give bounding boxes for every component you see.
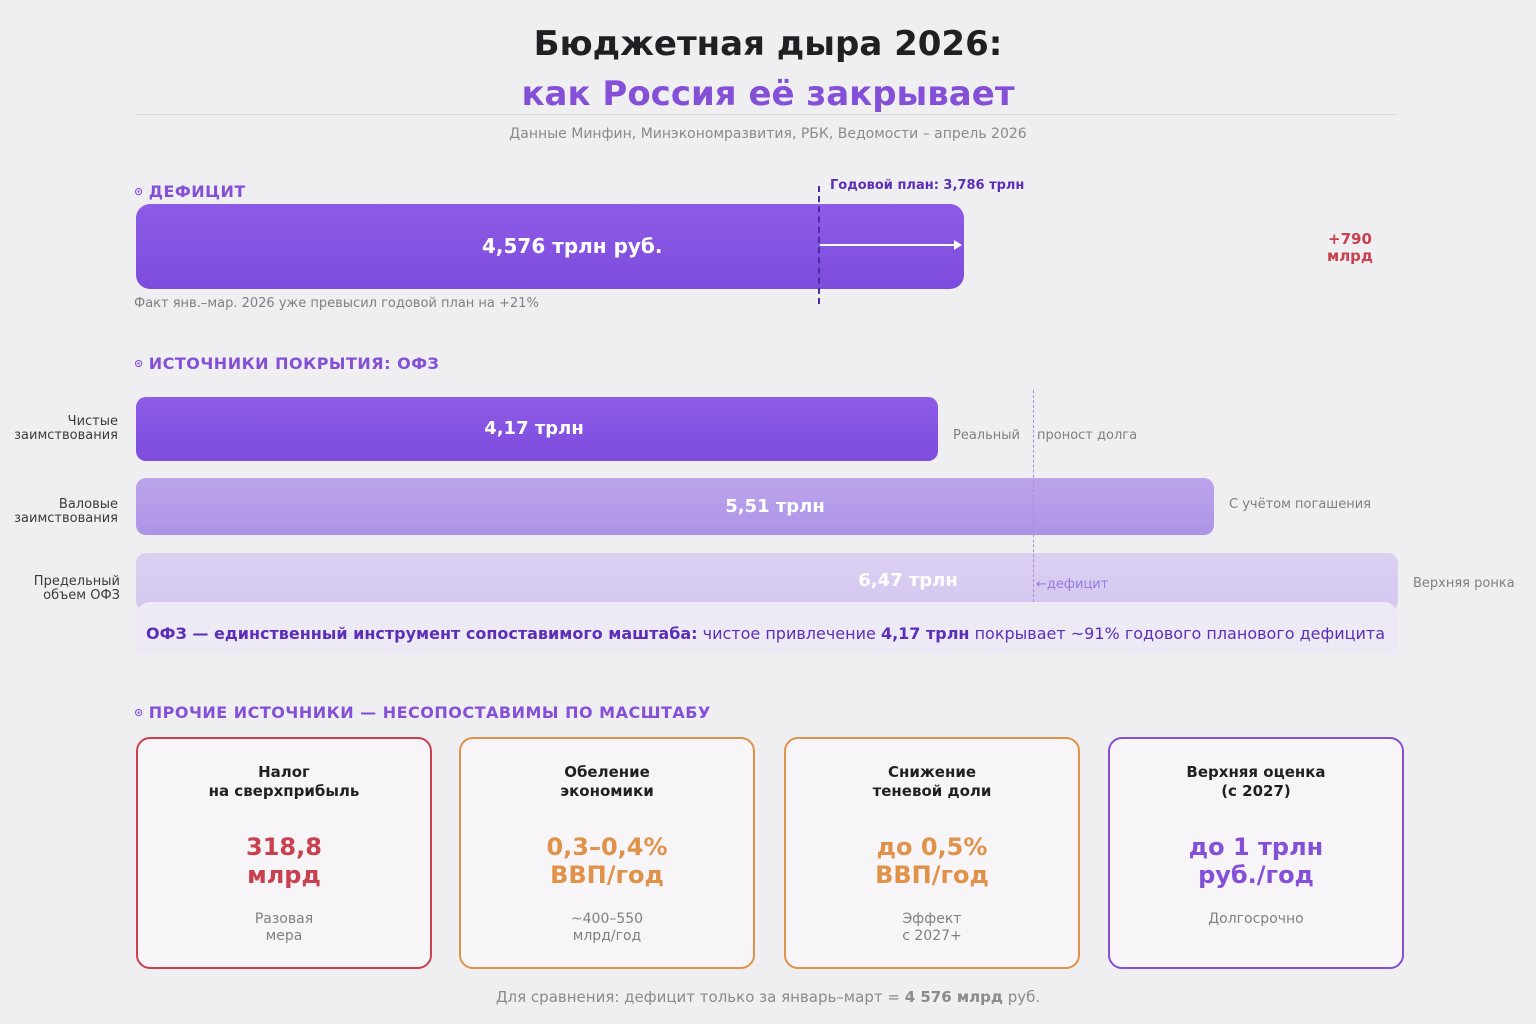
deficit-note: Факт янв.–мар. 2026 уже превысил годовой… (134, 296, 539, 311)
card-upper-estimate: Верхняя оценка (с 2027) до 1 трлн руб./г… (1108, 737, 1404, 969)
overrun-unit: млрд (1326, 247, 1374, 265)
ofz-callout-box (136, 602, 1398, 654)
overrun-value: +790 (1328, 230, 1372, 248)
deficit-value: 4,576 трлн руб. (482, 234, 663, 258)
plan-label: Годовой план: 3,786 трлн (830, 178, 1025, 193)
row-label-line: заимствования (14, 511, 118, 526)
callout-text-end: покрывает ~91% годового планового дефици… (969, 624, 1385, 643)
right-arrow-icon (820, 240, 962, 250)
section-title-deficit: ⊙ ДЕФИЦИТ (134, 182, 246, 201)
footer-note: Для сравнения: дефицит только за январь–… (0, 988, 1536, 1006)
header-divider (136, 114, 1398, 115)
row-label-line: объем ОФЗ (43, 588, 120, 603)
section-title-text: ДЕФИЦИТ (148, 182, 246, 201)
circle-arrow-icon: ⊙ (134, 185, 144, 198)
card-note: Эффект с 2027+ (902, 911, 962, 944)
ofz-callout: ОФЗ — единственный инструмент сопоставим… (146, 624, 1385, 643)
row-label-net: Чистые заимствования (0, 415, 118, 443)
bar-net-borrowing (136, 397, 938, 461)
deficit-marker-line (1033, 390, 1034, 612)
page-subtitle: как Россия её закрывает (521, 74, 1015, 114)
row-label-line: Предельный (33, 574, 120, 589)
row-label-line: заимствования (14, 428, 118, 443)
section-title-others: ⊙ ПРОЧИЕ ИСТОЧНИКИ — НЕСОПОСТАВИМЫ ПО МА… (134, 703, 711, 722)
row-label-line: Валовые (58, 497, 118, 512)
card-title: Снижение теневой доли (872, 763, 992, 800)
deficit-bar (136, 204, 964, 289)
section-title-text: ИСТОЧНИКИ ПОКРЫТИЯ: ОФЗ (148, 354, 440, 373)
row-label-line: Чистые (67, 414, 118, 429)
bar-gross-side-label: С учётом погашения (1229, 497, 1371, 512)
card-value: 318,8 млрд (246, 833, 322, 889)
row-label-max: Предельный объем ОФЗ (2, 575, 120, 603)
bar-max-value: 6,47 трлн (858, 570, 958, 591)
card-windfall-tax: Налог на сверхприбыль 318,8 млрд Разовая… (136, 737, 432, 969)
card-title: Налог на сверхприбыль (208, 763, 360, 800)
card-note: Долгосрочно (1208, 911, 1304, 927)
bar-net-side-label: Реальный (953, 428, 1020, 443)
card-value: 0,3–0,4% ВВП/год (546, 833, 668, 889)
page-title: Бюджетная дыра 2026: (533, 24, 1003, 64)
callout-bold: ОФЗ — единственный инструмент сопоставим… (146, 624, 698, 643)
deficit-marker-label: ←дефицит (1036, 577, 1109, 592)
card-title: Обеление экономики (560, 763, 654, 800)
overrun-label: +790 млрд (1300, 231, 1400, 265)
section-title-text: ПРОЧИЕ ИСТОЧНИКИ — НЕСОПОСТАВИМЫ ПО МАСШ… (148, 703, 711, 722)
callout-value: 4,17 трлн (880, 624, 970, 643)
card-note: Разовая мера (254, 911, 314, 944)
callout-text: чистое привлечение (697, 624, 881, 643)
card-value: до 0,5% ВВП/год (875, 833, 989, 889)
section-title-ofz: ⊙ ИСТОЧНИКИ ПОКРЫТИЯ: ОФЗ (134, 354, 439, 373)
card-economy-whitening: Обеление экономики 0,3–0,4% ВВП/год ~400… (459, 737, 755, 969)
footer-value: 4 576 млрд (904, 988, 1003, 1006)
footer-suffix: руб. (1002, 988, 1041, 1006)
card-note: ~400–550 млрд/год (570, 911, 644, 944)
bar-net-value: 4,17 трлн (484, 418, 584, 439)
card-title: Верхняя оценка (с 2027) (1186, 763, 1326, 800)
card-shadow-economy: Снижение теневой доли до 0,5% ВВП/год Эф… (784, 737, 1080, 969)
debt-forecast-label: проност долга (1037, 428, 1138, 443)
bar-max-ofz (136, 553, 1398, 611)
data-sources: Данные Минфин, Минэкономразвития, РБК, В… (509, 126, 1027, 142)
card-value: до 1 трлн руб./год (1188, 833, 1324, 889)
footer-prefix: Для сравнения: дефицит только за январь–… (495, 988, 905, 1006)
circle-arrow-icon: ⊙ (134, 357, 144, 370)
bar-gross-value: 5,51 трлн (725, 496, 825, 517)
bar-gross-borrowing (136, 478, 1214, 535)
row-label-gross: Валовые заимствования (0, 498, 118, 526)
bar-max-side-label: Верхняя ронка (1413, 576, 1515, 591)
plan-marker-line (818, 186, 820, 304)
circle-arrow-icon: ⊙ (134, 706, 144, 719)
